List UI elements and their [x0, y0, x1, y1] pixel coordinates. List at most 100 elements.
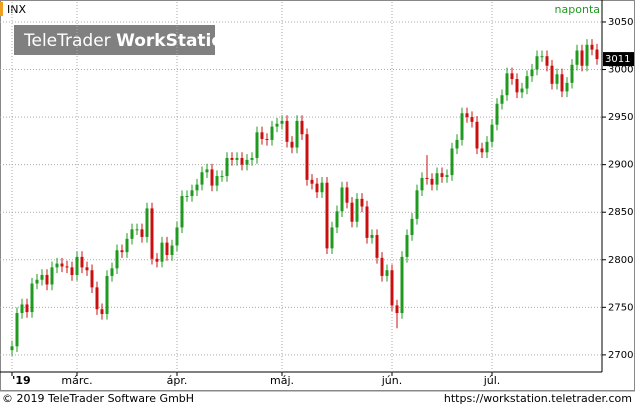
- candle-body: [260, 132, 264, 139]
- candle-body: [15, 313, 19, 347]
- candle-body: [430, 178, 434, 185]
- url: https://workstation.teletrader.com: [444, 392, 632, 405]
- symbol: INX: [7, 3, 26, 16]
- candle-body: [475, 121, 479, 149]
- candle-body: [45, 274, 49, 285]
- candle-body: [460, 113, 464, 140]
- candle-body: [540, 56, 544, 58]
- candle-body: [455, 139, 459, 149]
- candle-body: [95, 287, 99, 310]
- candle-body: [560, 74, 564, 92]
- candle-body: [10, 346, 14, 351]
- candle-body: [90, 270, 94, 288]
- candle-body: [325, 182, 329, 249]
- candle-body: [595, 49, 599, 60]
- x-tick-label: júl.: [483, 374, 501, 387]
- candle-body: [40, 274, 44, 280]
- candle-body: [135, 229, 139, 231]
- candle-body: [545, 56, 549, 66]
- candle-body: [115, 250, 119, 269]
- candle-body: [215, 176, 219, 186]
- candle-body: [320, 182, 324, 193]
- candle-body: [380, 257, 384, 276]
- candle-body: [245, 159, 249, 165]
- x-tick-label: '19: [12, 374, 31, 387]
- candle-body: [125, 238, 129, 253]
- candle-body: [580, 50, 584, 66]
- candle-body: [570, 64, 574, 83]
- candle-body: [175, 227, 179, 246]
- candle-body: [75, 256, 79, 275]
- candle-body: [445, 175, 449, 178]
- candle-body: [330, 227, 334, 249]
- candle-body: [500, 95, 504, 104]
- candle-body: [295, 120, 299, 148]
- candle-body: [450, 148, 454, 176]
- y-tick-label: 2900: [608, 160, 633, 171]
- candle-body: [405, 235, 409, 257]
- period: naponta: [555, 3, 600, 16]
- candle-body: [585, 44, 589, 66]
- candle-body: [400, 256, 404, 314]
- x-tick-label: máj.: [270, 374, 294, 387]
- y-tick-label: 2750: [608, 302, 633, 313]
- candle-body: [200, 172, 204, 185]
- candle-body: [505, 73, 509, 96]
- candle-body: [515, 79, 519, 93]
- candle-body: [535, 56, 539, 70]
- candle-body: [310, 179, 314, 184]
- candle-body: [235, 157, 239, 160]
- candle-body: [30, 283, 34, 313]
- candle-body: [210, 169, 214, 186]
- candle-body: [350, 202, 354, 222]
- y-tick-label: 2800: [608, 255, 633, 266]
- candle-body: [365, 206, 369, 238]
- candle-body: [425, 177, 429, 179]
- candle-body: [265, 138, 269, 140]
- watermark-box: [14, 25, 215, 55]
- candle-body: [220, 176, 224, 178]
- candle-body: [390, 270, 394, 306]
- candle-body: [575, 50, 579, 65]
- copyright: © 2019 TeleTrader Software GmbH: [2, 392, 194, 405]
- candle-body: [370, 235, 374, 238]
- candle-body: [160, 242, 164, 262]
- candle-body: [255, 132, 259, 158]
- candle-body: [170, 245, 174, 256]
- candle-body: [240, 157, 244, 165]
- candle-body: [480, 148, 484, 153]
- candle-body: [300, 120, 304, 135]
- y-tick-label: 2700: [608, 350, 633, 361]
- candle-body: [415, 190, 419, 219]
- candle-body: [340, 187, 344, 212]
- candle-body: [280, 120, 284, 124]
- candle-body: [145, 208, 149, 237]
- candle-body: [525, 76, 529, 89]
- candle-body: [550, 65, 554, 84]
- candle-body: [195, 184, 199, 191]
- last-price-box: [603, 52, 634, 67]
- candle-body: [205, 169, 209, 173]
- candle-body: [360, 198, 364, 207]
- watermark-bold: WorkStation: [116, 31, 235, 51]
- candle-body: [185, 196, 189, 198]
- candle-body: [555, 74, 559, 84]
- candle-body: [470, 117, 474, 122]
- candle-body: [495, 103, 499, 125]
- candle-body: [510, 73, 514, 80]
- candle-body: [225, 157, 229, 177]
- candle-body: [590, 44, 594, 50]
- x-tick-label: jún.: [381, 374, 403, 387]
- candle-body: [65, 266, 69, 268]
- candle-body: [80, 256, 84, 268]
- candle-body: [35, 279, 39, 284]
- candle-body: [120, 250, 124, 253]
- symbol-marker: [0, 2, 3, 16]
- candle-body: [250, 157, 254, 160]
- candle-body: [395, 305, 399, 314]
- watermark: TeleTrader WorkStation: [23, 31, 235, 51]
- candle-body: [305, 134, 309, 180]
- y-tick-label: 3000: [608, 65, 633, 76]
